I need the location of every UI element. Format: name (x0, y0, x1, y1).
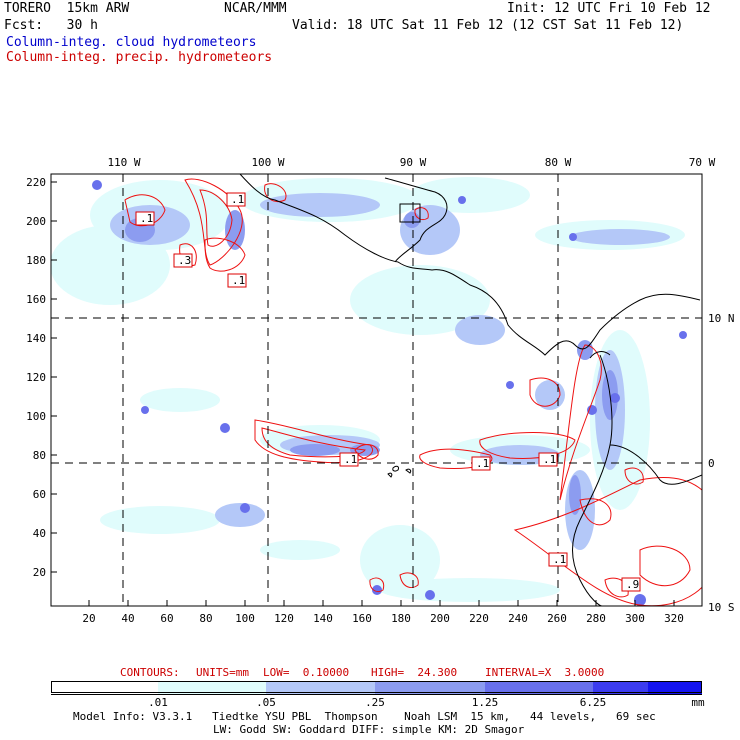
lon-label: 110 W (107, 156, 140, 169)
svg-text:40: 40 (33, 527, 46, 540)
svg-text:160: 160 (352, 612, 372, 625)
svg-text:40: 40 (121, 612, 134, 625)
x-tick-labels: 20 40 60 80 100 120 140 160 180 200 220 … (82, 612, 684, 625)
svg-text:280: 280 (586, 612, 606, 625)
model-title: TORERO 15km ARW (4, 1, 130, 16)
svg-text:.1: .1 (140, 212, 153, 225)
contour-label: .1 (471, 456, 491, 471)
svg-text:20: 20 (33, 566, 46, 579)
contour-label: .1 (339, 452, 359, 467)
contour-label: .9 (621, 577, 641, 592)
contour-label: .3 (173, 253, 193, 268)
lat-label: 0 (708, 457, 715, 470)
contour-info-units: UNITS=mm (196, 666, 249, 679)
contour-info-high: HIGH= 24.300 (371, 666, 458, 679)
svg-text:220: 220 (469, 612, 489, 625)
svg-text:260: 260 (547, 612, 567, 625)
svg-text:160: 160 (26, 293, 46, 306)
svg-text:80: 80 (199, 612, 212, 625)
svg-text:.1: .1 (231, 193, 244, 206)
field-cloud-label: Column-integ. cloud hydrometeors (6, 35, 257, 50)
init-time: Init: 12 UTC Fri 10 Feb 12 (507, 1, 711, 16)
contour-info-interval: INTERVAL=X 3.0000 (485, 666, 605, 679)
contour-label: .1 (548, 552, 568, 567)
valid-time: Valid: 18 UTC Sat 11 Feb 12 (12 CST Sat … (292, 18, 684, 33)
svg-text:200: 200 (26, 215, 46, 228)
field-precip-label: Column-integ. precip. hydrometeors (6, 50, 273, 65)
svg-text:100: 100 (235, 612, 255, 625)
lon-label: 70 W (689, 156, 716, 169)
model-info-line2: LW: Godd SW: Goddard DIFF: simple KM: 2D… (213, 723, 525, 736)
svg-text:100: 100 (26, 410, 46, 423)
contour-label-layer: .1 .3 .1 .1 .1 .1 .1 .1 .9 (135, 192, 641, 592)
svg-text:.1: .1 (543, 453, 556, 466)
svg-text:320: 320 (664, 612, 684, 625)
svg-text:200: 200 (430, 612, 450, 625)
lat-labels: 10 N 0 10 S (708, 312, 735, 614)
svg-text:60: 60 (160, 612, 173, 625)
svg-text:120: 120 (274, 612, 294, 625)
contour-label: .1 (135, 211, 155, 226)
svg-text:180: 180 (26, 254, 46, 267)
svg-text:140: 140 (313, 612, 333, 625)
forecast-hour: Fcst: 30 h (4, 18, 98, 33)
svg-text:.1: .1 (476, 457, 489, 470)
svg-text:.9: .9 (626, 578, 639, 591)
cloud-fill-layer (51, 177, 687, 606)
lat-label: 10 S (708, 601, 735, 614)
lon-labels: 110 W 100 W 90 W 80 W 70 W (107, 156, 715, 169)
colorbar-units: mm (691, 696, 705, 709)
svg-text:.3: .3 (178, 254, 191, 267)
svg-text:80: 80 (33, 449, 46, 462)
colorbar-tick: .01 (148, 696, 168, 709)
svg-text:60: 60 (33, 488, 46, 501)
colorbar-tick: .25 (365, 696, 385, 709)
contour-info-contours: CONTOURS: (120, 666, 180, 679)
svg-text:.1: .1 (344, 453, 357, 466)
lon-label: 100 W (251, 156, 284, 169)
y-tick-labels: 220 200 180 160 140 120 100 80 60 40 20 (26, 176, 46, 579)
colorbar-tick: .05 (256, 696, 276, 709)
contour-label: .1 (226, 192, 246, 207)
lat-label: 10 N (708, 312, 735, 325)
lon-label: 80 W (545, 156, 572, 169)
org-label: NCAR/MMM (224, 1, 287, 16)
svg-text:140: 140 (26, 332, 46, 345)
contour-info-low: LOW= 0.10000 (263, 666, 350, 679)
coastline-layer (239, 174, 702, 606)
svg-text:220: 220 (26, 176, 46, 189)
colorbar-tick: 6.25 (579, 696, 607, 709)
contour-label: .1 (538, 452, 558, 467)
contour-label: .1 (227, 273, 247, 288)
colorbar-tick: 1.25 (471, 696, 499, 709)
svg-text:240: 240 (508, 612, 528, 625)
svg-text:20: 20 (82, 612, 95, 625)
axis-ticks (51, 181, 675, 606)
latlon-grid (51, 174, 702, 606)
lon-label: 90 W (400, 156, 427, 169)
svg-text:.1: .1 (232, 274, 245, 287)
svg-text:120: 120 (26, 371, 46, 384)
svg-text:300: 300 (625, 612, 645, 625)
svg-text:.1: .1 (553, 553, 566, 566)
model-info-line1: Model Info: V3.3.1 Tiedtke YSU PBL Thomp… (73, 710, 656, 723)
svg-text:180: 180 (391, 612, 411, 625)
plot-frame (50, 173, 703, 607)
